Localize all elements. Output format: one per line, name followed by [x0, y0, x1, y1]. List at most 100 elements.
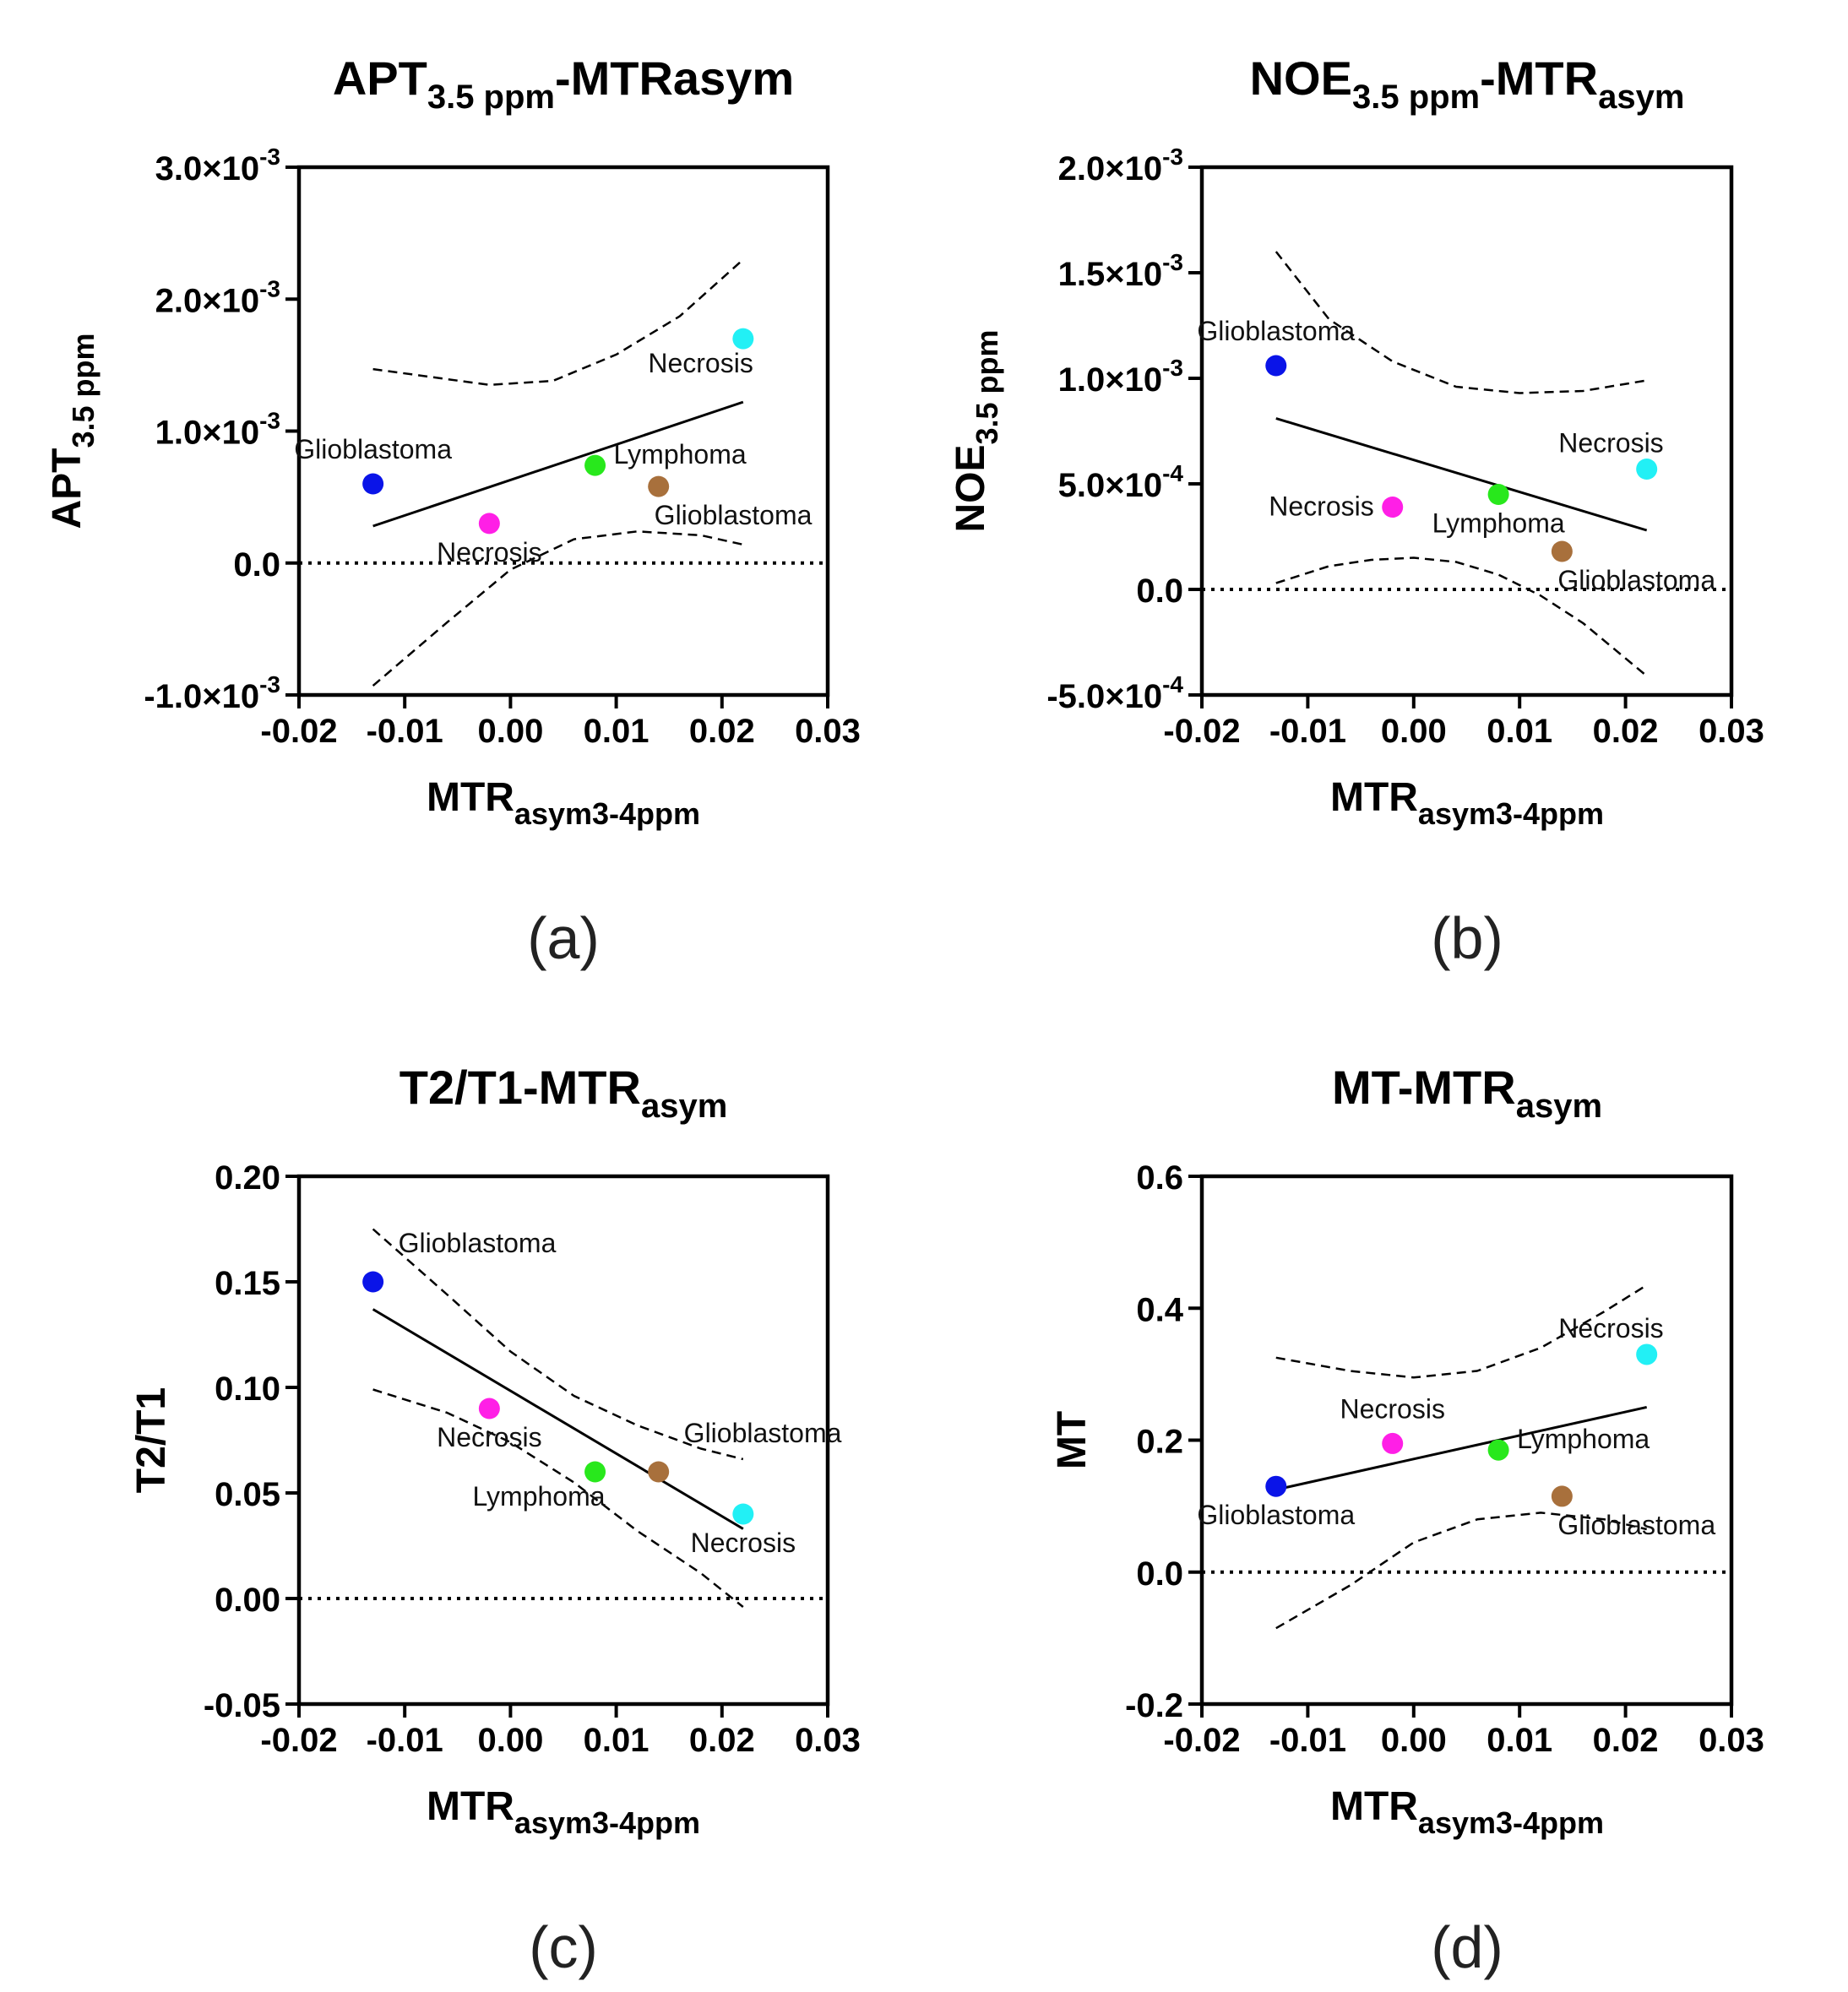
point-label: Glioblastoma: [1557, 565, 1715, 595]
x-tick-label: 0.02: [689, 713, 755, 750]
point-label: Lymphoma: [472, 1481, 605, 1512]
panel-label: (d): [1431, 1914, 1503, 1980]
data-point-necrosis: [1382, 497, 1404, 518]
confidence-band-lower: [372, 1388, 744, 1608]
y-tick-label: 5.0×10-4: [1058, 460, 1184, 504]
x-tick-label: -0.02: [260, 1722, 337, 1759]
y-tick-label: 0.15: [215, 1265, 280, 1302]
data-point-glioblastoma: [648, 475, 670, 497]
confidence-band-upper: [372, 1228, 744, 1461]
x-tick-label: 0.00: [1381, 713, 1447, 750]
data-point-glioblastoma: [1551, 1485, 1573, 1507]
point-label: Necrosis: [1558, 428, 1663, 459]
point-label: Necrosis: [691, 1528, 796, 1558]
y-axis-label: NOE3.5 ppm: [948, 329, 1004, 532]
y-tick-label: 2.0×10-3: [155, 275, 280, 319]
y-tick-label: 1.0×10-3: [1058, 355, 1183, 399]
data-point-glioblastoma: [362, 473, 384, 495]
panel-label: (b): [1431, 905, 1503, 971]
point-label: Lymphoma: [614, 439, 747, 470]
x-tick-label: -0.02: [1163, 1722, 1240, 1759]
y-tick-label: 0.0: [233, 546, 280, 583]
point-label: Necrosis: [437, 1422, 541, 1452]
point-label: Necrosis: [648, 348, 753, 378]
y-tick-label: 0.00: [215, 1582, 280, 1619]
confidence-band-lower: [1275, 1512, 1647, 1630]
y-tick-label: -0.2: [1125, 1687, 1183, 1724]
data-point-necrosis: [478, 513, 500, 535]
y-tick-label: 1.5×10-3: [1058, 249, 1183, 293]
point-label: Necrosis: [437, 537, 541, 567]
y-tick-label: 0.05: [215, 1476, 280, 1513]
data-point-lymphoma: [1487, 1439, 1509, 1461]
data-point-lymphoma: [584, 1461, 606, 1483]
chart-panel-1: APT3.5 ppm-MTRasym-0.02 -0.01 0.00 0.01 0.02…: [45, 52, 861, 971]
regression-line: [1275, 1405, 1648, 1491]
y-tick-label: -0.05: [204, 1687, 280, 1724]
point-label: Glioblastoma: [655, 500, 813, 530]
data-point-glioblastoma: [1551, 540, 1573, 562]
data-point-glioblastoma: [1265, 1475, 1287, 1497]
y-tick-label: 0.2: [1136, 1424, 1183, 1461]
chart-title: T2/T1-MTRasym: [399, 1061, 728, 1125]
confidence-band-lower: [372, 530, 744, 687]
x-tick-label: -0.01: [1269, 1722, 1346, 1759]
x-axis-label: MTRasym3-4ppm: [1330, 1784, 1604, 1840]
point-label: Glioblastoma: [1197, 316, 1355, 346]
x-tick-label: -0.02: [1163, 713, 1240, 750]
x-tick-label: -0.01: [367, 713, 443, 750]
plot-frame: [1199, 165, 1734, 697]
data-point-necrosis: [732, 328, 754, 350]
chart-title: APT3.5 ppm-MTRasym: [333, 52, 794, 116]
regression-line: [372, 1308, 744, 1530]
data-point-necrosis: [732, 1503, 754, 1525]
chart-panel-2: NOE3.5 ppm-MTRasym-0.02 -0.01 0.00 0.01 0.02…: [948, 52, 1764, 971]
x-axis-label: MTRasym3-4ppm: [427, 775, 700, 831]
x-tick-label: 0.02: [1593, 713, 1659, 750]
regression-line: [1275, 417, 1648, 532]
x-axis-label: MTRasym3-4ppm: [427, 1784, 700, 1840]
x-tick-label: 0.01: [1487, 713, 1552, 750]
point-label: Necrosis: [1340, 1393, 1444, 1424]
plot-frame: [296, 1174, 830, 1707]
x-tick-label: 0.02: [1593, 1722, 1659, 1759]
point-label: Necrosis: [1558, 1313, 1663, 1343]
data-point-lymphoma: [584, 454, 606, 476]
y-axis-label: MT: [1050, 1411, 1095, 1469]
chart-title: MT-MTRasym: [1332, 1061, 1602, 1125]
point-label: Necrosis: [1269, 491, 1373, 522]
point-label: Lymphoma: [1432, 508, 1565, 539]
y-tick-label: 2.0×10-3: [1058, 144, 1183, 187]
y-tick-label: 0.0: [1136, 573, 1183, 610]
confidence-band-upper: [1275, 251, 1647, 394]
y-tick-label: 3.0×10-3: [155, 144, 280, 187]
y-tick-label: 0.10: [215, 1371, 280, 1408]
regression-line: [372, 400, 744, 528]
point-label: Glioblastoma: [1197, 1500, 1355, 1530]
x-tick-label: 0.03: [1699, 713, 1764, 750]
x-tick-label: 0.02: [689, 1722, 755, 1759]
y-tick-label: -1.0×10-3: [144, 671, 280, 715]
x-tick-label: 0.03: [1699, 1722, 1764, 1759]
point-label: Glioblastoma: [399, 1228, 557, 1258]
x-tick-label: 0.03: [795, 1722, 861, 1759]
x-tick-label: 0.01: [1487, 1722, 1552, 1759]
plot-frame: [296, 165, 830, 697]
y-tick-label: -5.0×10-4: [1046, 671, 1183, 715]
x-tick-label: -0.01: [367, 1722, 443, 1759]
point-label: Glioblastoma: [294, 434, 452, 464]
confidence-band-upper: [1275, 1284, 1648, 1379]
chart-panel-4: MT-MTRasym -0.02 -0.01 0.00 0.01 0.02 0.03 -0.2…: [1050, 1061, 1764, 1980]
y-tick-label: 0.0: [1136, 1555, 1183, 1593]
y-tick-label: 0.4: [1136, 1291, 1183, 1328]
panel-label: (a): [527, 905, 600, 971]
confidence-band-lower: [1275, 556, 1648, 677]
x-tick-label: -0.02: [260, 713, 337, 750]
data-point-glioblastoma: [648, 1461, 670, 1483]
y-tick-label: 0.6: [1136, 1159, 1183, 1197]
y-axis-label: APT3.5 ppm: [45, 333, 101, 529]
x-tick-label: 0.01: [584, 713, 650, 750]
point-label: Glioblastoma: [1557, 1510, 1715, 1540]
chart-title: NOE3.5 ppm-MTRasym: [1250, 52, 1685, 116]
